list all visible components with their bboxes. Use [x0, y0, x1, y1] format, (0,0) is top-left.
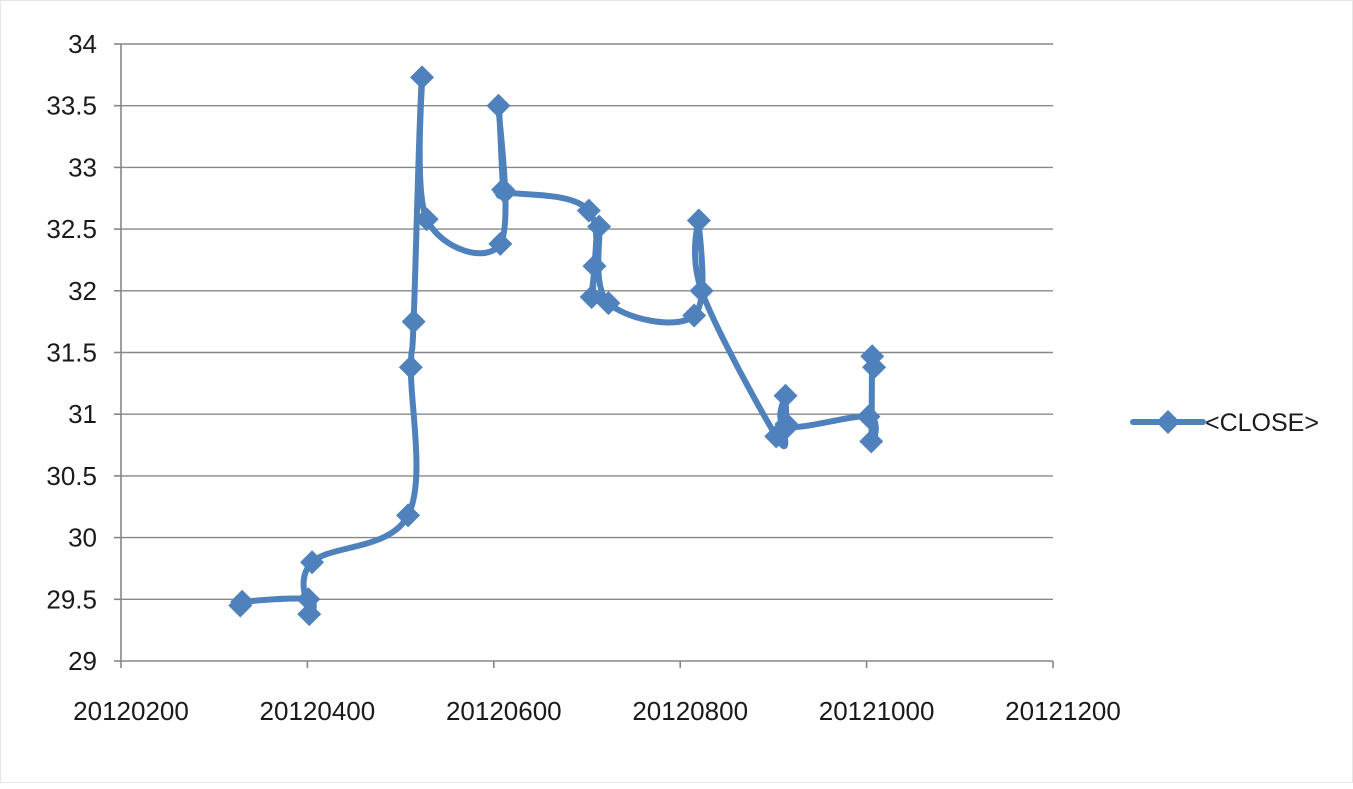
data-point-marker — [582, 254, 607, 279]
data-point-marker — [300, 550, 325, 575]
data-point-marker — [856, 404, 881, 429]
y-tick-label: 32 — [68, 276, 97, 306]
data-point-marker — [596, 291, 621, 316]
x-tick-label: 20120400 — [260, 696, 376, 726]
data-point-marker — [773, 383, 798, 408]
data-point-marker — [297, 602, 322, 627]
y-tick-label: 29.5 — [46, 584, 97, 614]
x-tick-label: 20121200 — [1005, 696, 1121, 726]
x-tick-label: 20120600 — [446, 696, 562, 726]
y-tick-label: 34 — [68, 29, 97, 59]
y-tick-label: 33.5 — [46, 91, 97, 121]
y-tick-label: 33 — [68, 152, 97, 182]
data-point-marker — [862, 355, 887, 380]
axes: 29 29.5 30 30.5 31 31.5 32 32.5 33 33.5 34 20120200… — [46, 29, 1120, 726]
data-point-marker — [398, 355, 423, 380]
data-point-marker — [775, 414, 800, 439]
data-point-marker — [396, 503, 421, 528]
y-tick-label: 31.5 — [46, 338, 97, 368]
legend: <CLOSE> — [1130, 409, 1319, 437]
series-line-close — [233, 72, 879, 619]
series-close — [228, 65, 887, 627]
data-point-marker — [414, 207, 439, 232]
data-point-marker — [859, 429, 884, 454]
data-point-marker — [488, 231, 513, 256]
data-point-marker — [689, 278, 714, 303]
x-tick-label: 20121000 — [819, 696, 935, 726]
x-tick-label: 20120800 — [632, 696, 748, 726]
data-point-marker — [576, 198, 601, 223]
data-point-marker — [230, 589, 255, 614]
x-tick-label: 20120200 — [73, 696, 189, 726]
data-point-marker — [587, 214, 612, 239]
y-tick-label: 30 — [68, 523, 97, 553]
data-point-marker — [296, 587, 321, 612]
y-tick-label: 32.5 — [46, 214, 97, 244]
data-point-marker — [486, 93, 511, 118]
data-point-marker — [401, 309, 426, 334]
legend-marker-swatch — [1156, 410, 1180, 434]
data-point-marker — [492, 180, 517, 205]
gridlines — [121, 43, 1053, 600]
y-tick-label: 31 — [68, 399, 97, 429]
y-tick-label: 29 — [68, 646, 97, 676]
y-tick-label: 30.5 — [46, 461, 97, 491]
data-point-marker — [410, 65, 435, 90]
data-point-marker — [686, 208, 711, 233]
data-point-marker — [682, 303, 707, 328]
legend-label-close: <CLOSE> — [1205, 409, 1319, 437]
